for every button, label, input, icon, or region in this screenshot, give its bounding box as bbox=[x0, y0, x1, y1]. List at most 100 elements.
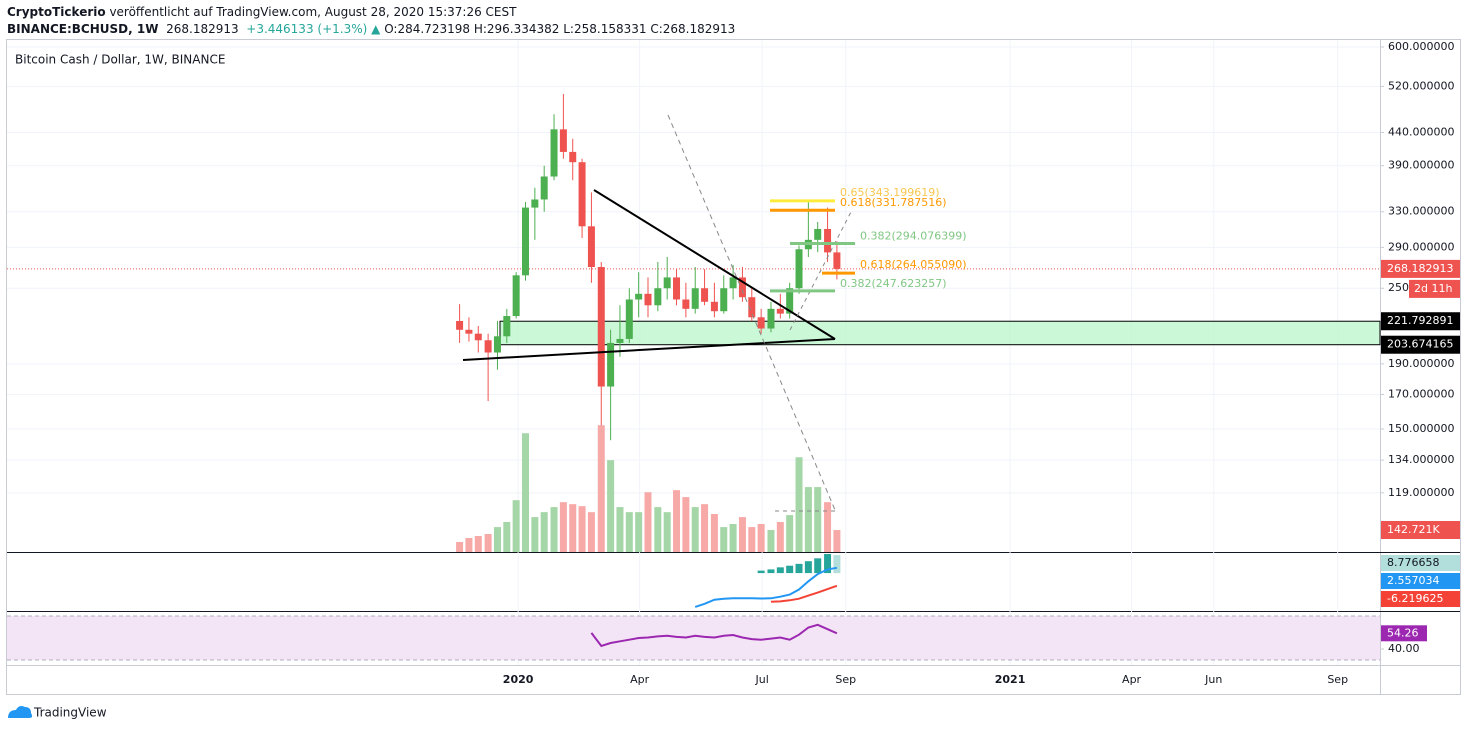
macd-histogram-bar bbox=[757, 570, 765, 574]
candle-body bbox=[522, 207, 530, 276]
volume-bar bbox=[550, 507, 558, 552]
candle-body bbox=[597, 267, 605, 387]
x-tick-label: Apr bbox=[630, 673, 650, 686]
macd-histogram-bar bbox=[814, 558, 822, 574]
pane-title: Bitcoin Cash / Dollar, 1W, BINANCE bbox=[15, 53, 225, 67]
volume-bar bbox=[540, 512, 548, 552]
candle-body bbox=[710, 301, 718, 312]
volume-bar bbox=[663, 512, 671, 552]
macd-histogram-bar bbox=[786, 565, 794, 574]
volume-bar bbox=[484, 534, 492, 552]
candle-body bbox=[729, 277, 737, 289]
x-tick-label: 2021 bbox=[995, 673, 1026, 686]
brand-logo: TradingView bbox=[8, 706, 107, 720]
candle-body bbox=[540, 176, 548, 200]
support-zone bbox=[499, 320, 1381, 346]
candle-body bbox=[550, 129, 558, 177]
y-tick-label: 40.00 bbox=[1388, 642, 1420, 655]
macd-histogram-bar bbox=[804, 561, 812, 574]
candle-body bbox=[559, 129, 567, 152]
candle-body bbox=[578, 162, 586, 227]
volume-bar bbox=[795, 457, 803, 552]
candle-body bbox=[625, 299, 633, 339]
rsi-line bbox=[590, 623, 838, 648]
candle-body bbox=[824, 228, 832, 253]
candle-body bbox=[786, 288, 794, 314]
indicator-tag bbox=[1381, 573, 1460, 589]
candle-body bbox=[512, 275, 520, 317]
header: CryptoTickerio veröffentlicht auf Tradin… bbox=[7, 4, 735, 38]
volume-bar bbox=[757, 524, 765, 552]
volume-bar bbox=[465, 538, 473, 552]
x-tick-label: Jul bbox=[754, 673, 768, 686]
candle-body bbox=[720, 288, 728, 312]
last-price: 268.182913 bbox=[166, 22, 239, 36]
price-tag bbox=[1381, 335, 1460, 354]
y-tick-label: 150.000000 bbox=[1388, 422, 1454, 435]
macd-histogram-bar bbox=[767, 569, 775, 574]
y-tick-label: 600.000000 bbox=[1388, 40, 1454, 53]
macd-histogram-bar bbox=[776, 567, 784, 574]
volume-bar bbox=[512, 500, 520, 552]
candle-body bbox=[691, 288, 699, 309]
macd-histogram-bar bbox=[824, 554, 832, 574]
candle-body bbox=[569, 151, 577, 163]
fib-label: 0.618(264.055090) bbox=[860, 258, 967, 271]
volume-bar bbox=[691, 507, 699, 552]
volume-bar bbox=[531, 517, 539, 552]
volume-bar bbox=[720, 527, 728, 552]
label-layer: 2020 Apr Jul Sep 2021 Apr Jun Sep 600.000000 520.… bbox=[503, 40, 1460, 686]
background-layer bbox=[7, 40, 1381, 665]
volume-bar bbox=[625, 512, 633, 552]
y-tick-label: 520.000000 bbox=[1388, 79, 1454, 92]
candle-body bbox=[701, 288, 709, 302]
ohlc: H:296.334382 bbox=[473, 22, 560, 36]
y-tick-label: 190.000000 bbox=[1388, 357, 1454, 370]
candle-body bbox=[484, 340, 492, 353]
volume-bar bbox=[833, 530, 841, 552]
candle-body bbox=[474, 333, 482, 341]
volume-bar bbox=[729, 524, 737, 552]
price-tag-label: 221.792891 bbox=[1387, 314, 1453, 327]
candle-body bbox=[795, 249, 803, 289]
candle-body bbox=[833, 252, 841, 269]
volume-bar bbox=[804, 487, 812, 552]
x-tick-label: Sep bbox=[1327, 673, 1348, 686]
volume-bar bbox=[456, 542, 464, 552]
volume-bar bbox=[569, 504, 577, 552]
candle-body bbox=[682, 299, 690, 309]
volume-bar bbox=[503, 522, 511, 552]
price-tag bbox=[1381, 312, 1460, 331]
price-tag bbox=[1381, 259, 1460, 278]
volume-bar bbox=[607, 460, 615, 552]
y-tick-label: 119.000000 bbox=[1388, 486, 1454, 499]
y-tick-label: 170.000000 bbox=[1388, 388, 1454, 401]
trend-line bbox=[593, 189, 836, 340]
y-tick-label: 390.000000 bbox=[1388, 159, 1454, 172]
price-layer bbox=[456, 93, 841, 648]
ohlc: L:258.158331 bbox=[563, 22, 647, 36]
volume-bar bbox=[474, 536, 482, 552]
volume-bar bbox=[597, 425, 605, 552]
indicator-tag bbox=[1381, 591, 1460, 607]
fib-label: 0.382(294.076399) bbox=[860, 229, 967, 242]
volume-bar bbox=[738, 517, 746, 552]
x-tick-label: Apr bbox=[1122, 673, 1142, 686]
y-tick-label: 290.000000 bbox=[1388, 240, 1454, 253]
macd-histogram-bar bbox=[795, 563, 803, 574]
fib-label: 0.65(343.199619) bbox=[840, 186, 940, 199]
change-icon: ▲ bbox=[371, 22, 381, 36]
candle-body bbox=[456, 320, 464, 330]
header-line: CryptoTickerio veröffentlicht auf Tradin… bbox=[7, 4, 735, 21]
author: CryptoTickerio bbox=[7, 5, 106, 19]
macd-line bbox=[694, 566, 838, 608]
header-line: BINANCE:BCHUSD, 1W 268.182913 +3.446133 … bbox=[7, 21, 735, 38]
volume-bar bbox=[776, 522, 784, 552]
fib-label: 0.382(247.623257) bbox=[840, 277, 947, 290]
indicator-tag-label: 54.26 bbox=[1387, 626, 1419, 639]
candle-body bbox=[776, 308, 784, 314]
candle-body bbox=[748, 297, 756, 318]
indicator-tag bbox=[1381, 625, 1427, 642]
volume-bar bbox=[493, 527, 501, 552]
y-tick-label: 440.000000 bbox=[1388, 125, 1454, 138]
